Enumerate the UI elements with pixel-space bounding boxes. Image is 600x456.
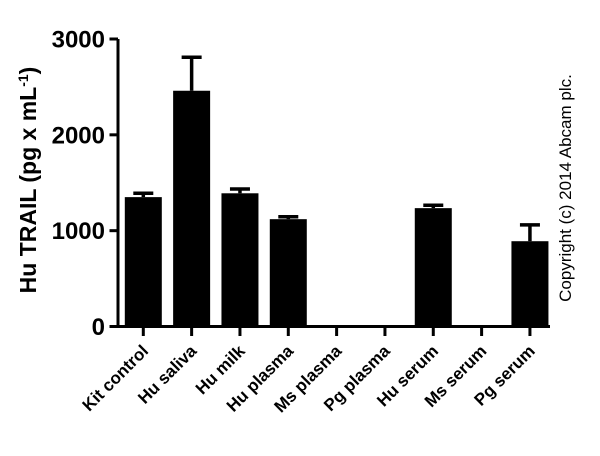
y-tick-label-2000: 2000	[52, 122, 105, 149]
y-tick-label-3000: 3000	[52, 27, 105, 54]
x-axis-label-kit-control: Kit control	[79, 341, 153, 415]
bar-hu-milk	[221, 193, 259, 327]
bar-pg-serum	[511, 241, 549, 327]
copyright-notice: Copyright (c) 2014 Abcam plc.	[556, 74, 575, 302]
y-axis-label: Hu TRAIL (pg x mL-1)	[15, 49, 45, 311]
y-axis-label-superscript: -1	[15, 74, 31, 87]
bar-hu-serum	[414, 208, 452, 327]
bar-hu-saliva	[173, 90, 211, 327]
y-tick-label-0: 0	[92, 314, 105, 341]
bar-hu-plasma	[269, 219, 307, 327]
bar-kit-control	[124, 197, 162, 327]
y-axis-label-text: Hu TRAIL (pg x mL	[15, 86, 41, 294]
y-tick-label-1000: 1000	[52, 218, 105, 245]
